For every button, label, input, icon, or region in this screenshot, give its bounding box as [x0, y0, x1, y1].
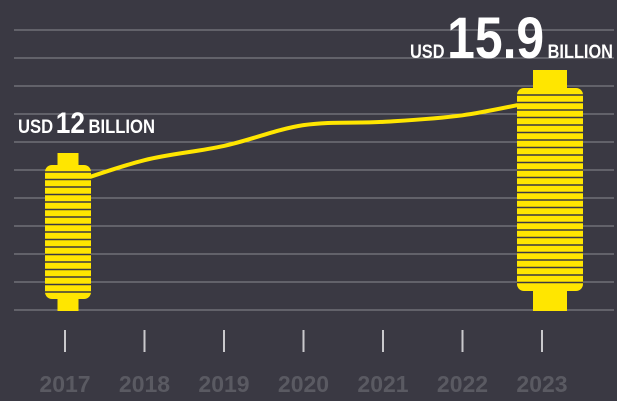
x-tick-label: 2018	[119, 371, 170, 397]
annotation-value: 15.9	[447, 6, 544, 71]
line	[63, 98, 544, 188]
x-tick-label: 2021	[357, 371, 408, 397]
annotation-prefix: USD	[18, 117, 53, 138]
x-tick-label: 2023	[516, 371, 567, 397]
x-tick-label: 2017	[39, 371, 90, 397]
x-tick-label: 2019	[198, 371, 249, 397]
coin-cap	[533, 70, 567, 92]
annotation: USD15.9BILLION	[410, 6, 613, 71]
annotation-prefix: USD	[410, 42, 445, 63]
coin-body	[517, 88, 583, 291]
coin-stack	[517, 70, 583, 311]
annotation: USD12BILLION	[18, 107, 155, 140]
x-tick-label: 2022	[437, 371, 488, 397]
annotation-value: 12	[56, 107, 85, 140]
annotation-suffix: BILLION	[88, 117, 155, 138]
x-tick-label: 2020	[278, 371, 329, 397]
annotation-suffix: BILLION	[548, 42, 613, 63]
coin-stack	[45, 153, 91, 311]
